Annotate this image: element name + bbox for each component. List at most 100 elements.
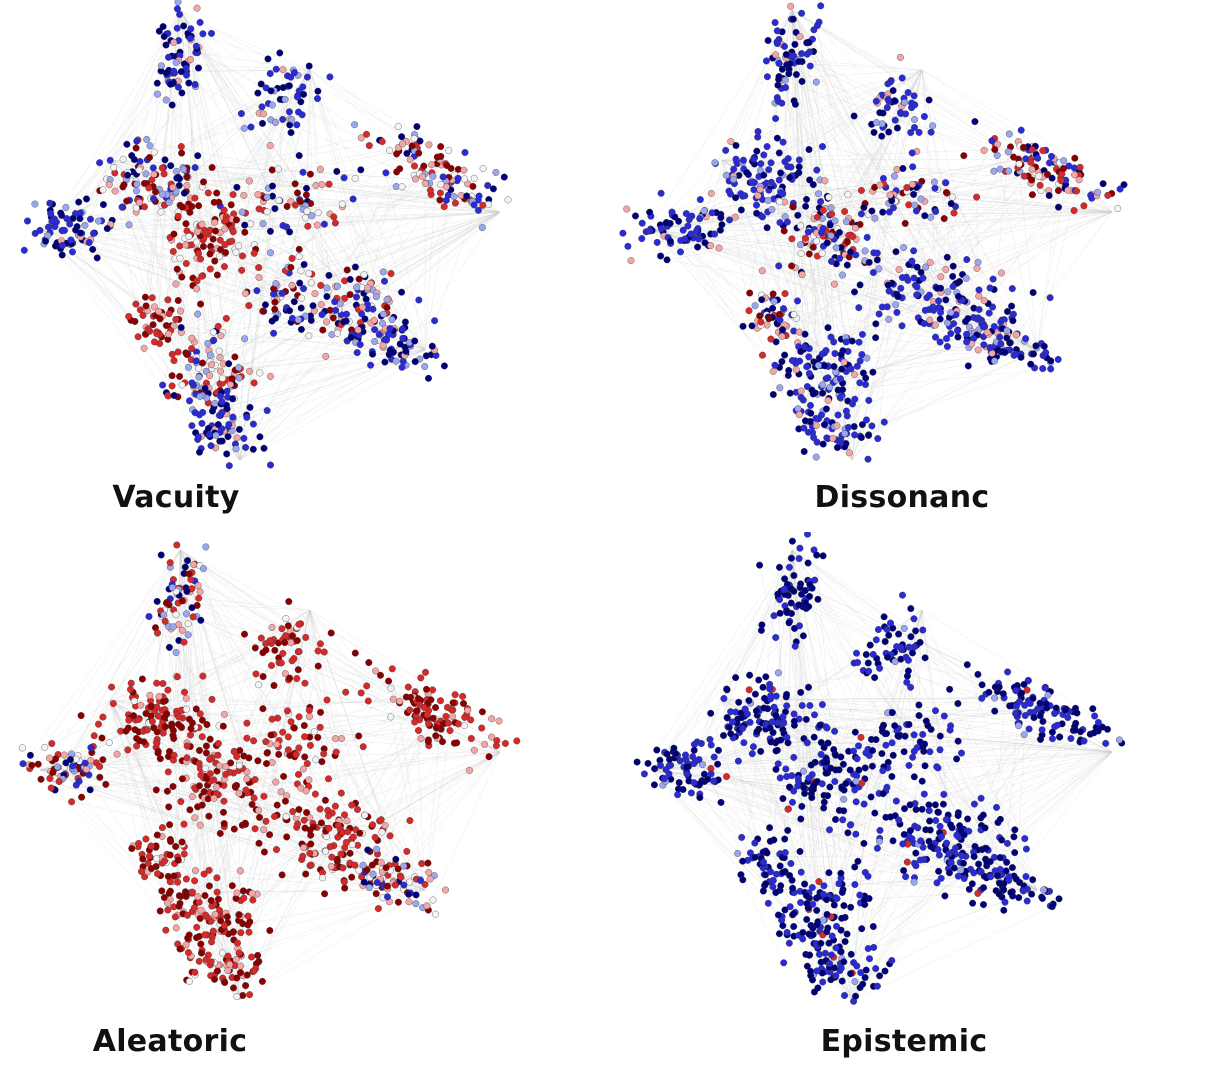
graph-node [66, 220, 74, 228]
graph-node [433, 153, 441, 161]
graph-node [806, 580, 814, 588]
graph-edge [105, 665, 319, 785]
graph-edge [1049, 211, 1113, 298]
graph-node [196, 821, 204, 829]
graph-node [917, 195, 925, 203]
graph-node [68, 798, 76, 806]
graph-node [262, 817, 270, 825]
graph-node [1001, 348, 1009, 356]
graph-node [379, 342, 387, 350]
graph-edge [326, 211, 501, 297]
graph-node [146, 852, 153, 860]
graph-edge [721, 615, 775, 701]
graph-node [770, 297, 778, 305]
graph-node [354, 806, 361, 813]
graph-node [235, 374, 243, 382]
graph-node [209, 927, 217, 935]
graph-node [191, 164, 199, 172]
graph-edge [710, 713, 760, 857]
graph-node [770, 612, 778, 620]
graph-node [901, 99, 908, 106]
graph-node [87, 215, 94, 223]
graph-node [975, 292, 983, 300]
graph-node [1028, 191, 1036, 199]
graph-node [857, 210, 865, 218]
graph-node [848, 337, 856, 345]
graph-node [891, 116, 899, 124]
graph-node [911, 101, 919, 109]
graph-node [973, 264, 981, 272]
graph-node [385, 677, 393, 685]
graph-node [349, 833, 357, 841]
graph-node [149, 321, 157, 329]
graph-node [847, 365, 855, 373]
graph-node [947, 200, 955, 208]
graph-edge [791, 549, 1024, 891]
graph-node [203, 721, 211, 729]
graph-node [177, 723, 185, 730]
graph-node [919, 626, 927, 634]
graph-node [783, 609, 791, 617]
graph-node [384, 893, 391, 901]
graph-node [675, 217, 683, 225]
graph-node [398, 363, 406, 371]
graph-edge [921, 69, 1075, 159]
graph-node [360, 878, 368, 886]
graph-edge [921, 609, 1095, 717]
graph-edge [721, 699, 1041, 704]
graph-node [300, 90, 308, 98]
graph-node [297, 784, 305, 792]
graph-node [910, 274, 918, 282]
graph-node [443, 162, 451, 169]
graph-node [246, 220, 254, 228]
graph-node [677, 248, 684, 256]
graph-node [795, 163, 803, 171]
graph-node [398, 133, 406, 141]
graph-node [772, 634, 780, 641]
graph-node [220, 710, 228, 718]
graph-edge [782, 78, 824, 229]
graph-node [295, 648, 303, 655]
graph-node [123, 197, 131, 205]
edge-layer [22, 549, 506, 1001]
graph-edge [202, 203, 343, 364]
graph-node [310, 728, 318, 736]
graph-node [173, 167, 180, 175]
graph-node [146, 154, 153, 161]
graph-node [998, 269, 1005, 277]
graph-node [268, 715, 276, 723]
graph-node [425, 374, 432, 382]
graph-node [757, 318, 765, 326]
graph-node [356, 341, 364, 349]
graph-node [461, 149, 469, 156]
graph-node [372, 293, 380, 301]
graph-node [727, 138, 735, 145]
graph-edge [39, 229, 429, 379]
graph-edge [651, 769, 828, 796]
graph-node [277, 659, 285, 667]
graph-node [174, 83, 182, 91]
graph-node [141, 203, 148, 211]
graph-node [392, 855, 400, 863]
graph-node [385, 330, 393, 338]
graph-node [1076, 163, 1084, 171]
graph-node [657, 225, 665, 233]
graph-node [869, 368, 877, 376]
graph-node [153, 831, 161, 839]
graph-edge [739, 726, 786, 853]
graph-node [1012, 331, 1020, 339]
graph-node [421, 880, 429, 888]
graph-node [804, 559, 812, 567]
graph-node [1099, 180, 1107, 188]
graph-node [213, 783, 221, 791]
graph-edge [177, 638, 262, 857]
graph-node [1020, 172, 1028, 180]
graph-node [263, 760, 270, 768]
graph-node [190, 561, 198, 568]
graph-node [885, 315, 893, 323]
graph-edge [801, 211, 1113, 273]
graph-node [795, 555, 803, 562]
graph-node [105, 739, 113, 747]
graph-node [318, 311, 326, 319]
graph-node [681, 235, 689, 243]
